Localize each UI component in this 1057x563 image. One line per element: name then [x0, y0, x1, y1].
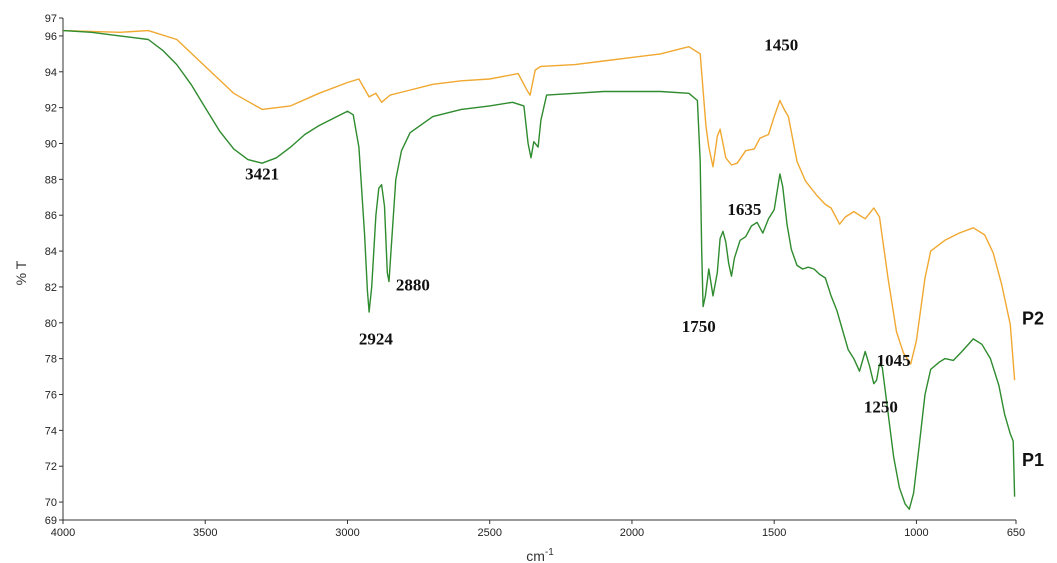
- x-tick-label: 1000: [904, 527, 928, 539]
- x-tick-label: 2500: [477, 527, 501, 539]
- y-tick-label: 74: [45, 425, 57, 437]
- x-tick-label: 4000: [51, 527, 75, 539]
- x-tick-label: 1500: [762, 527, 786, 539]
- y-tick-label: 76: [45, 390, 57, 402]
- series-label-p1: P1: [1022, 450, 1044, 470]
- x-axis-label-base: cm: [526, 548, 545, 563]
- y-tick-label: 88: [45, 174, 57, 186]
- peak-label-1250: 1250: [864, 397, 898, 416]
- y-tick-label: 78: [45, 354, 57, 366]
- series-label-p2: P2: [1022, 309, 1044, 329]
- y-tick-label: 94: [45, 67, 57, 79]
- peak-label-1450: 1450: [764, 35, 798, 54]
- x-tick-label: 2000: [620, 527, 644, 539]
- peak-label-2924: 2924: [359, 329, 394, 348]
- y-tick-label: 72: [45, 461, 57, 473]
- chart-annotations: 3421 2924 2880 1750 1635 1450 1250 1045 P2 P1: [245, 35, 1044, 470]
- x-axis-label-superscript: -1: [545, 547, 554, 558]
- y-tick-label: 86: [45, 210, 57, 222]
- y-tick-label: 92: [45, 103, 57, 115]
- peak-label-3421: 3421: [245, 164, 279, 183]
- x-tick-label: 3500: [193, 527, 217, 539]
- peak-label-1750: 1750: [682, 317, 716, 336]
- series-line-p1: [62, 29, 1016, 510]
- y-tick-label: 97: [45, 13, 57, 25]
- y-tick-label: 70: [45, 497, 57, 509]
- peak-label-1045: 1045: [877, 351, 911, 370]
- chart-series-lines: [62, 29, 1016, 510]
- y-axis-label: % T: [13, 260, 29, 285]
- x-tick-label: 3000: [335, 527, 359, 539]
- y-tick-label: 96: [45, 31, 57, 43]
- chart-axes: 69 70 72 74 76 78 80 82 84 86 88 90 92 94 96 97 4000 3500…: [45, 13, 1025, 539]
- y-tick-label: 82: [45, 282, 57, 294]
- peak-label-2880: 2880: [396, 276, 430, 295]
- y-tick-label: 69: [45, 515, 57, 527]
- y-tick-label: 90: [45, 139, 57, 151]
- peak-label-1635: 1635: [727, 200, 761, 219]
- y-tick-label: 84: [45, 246, 57, 258]
- y-tick-label: 80: [45, 318, 57, 330]
- x-tick-label: 650: [1007, 527, 1025, 539]
- series-line-p2: [62, 29, 1016, 381]
- x-axis-label: cm-1: [526, 547, 554, 563]
